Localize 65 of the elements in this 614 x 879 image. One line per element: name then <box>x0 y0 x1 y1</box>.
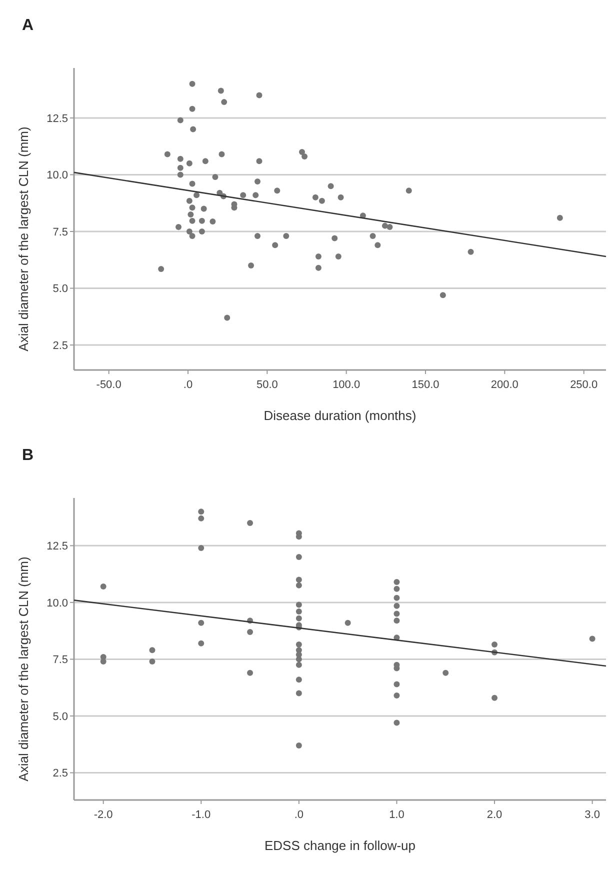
point <box>492 694 498 701</box>
point <box>589 636 596 642</box>
point <box>394 610 400 617</box>
point <box>247 628 254 635</box>
y-tick-label: 12.5 <box>46 112 68 125</box>
point <box>296 641 302 648</box>
point <box>394 618 400 624</box>
point <box>344 620 351 626</box>
x-axis-title: EDSS change in follow-up <box>264 838 416 853</box>
point <box>296 615 302 622</box>
point <box>394 579 400 586</box>
point <box>296 662 302 668</box>
point <box>247 670 254 676</box>
point <box>198 508 204 515</box>
x-tick-label: 200.0 <box>490 379 518 391</box>
point <box>100 584 106 590</box>
point <box>394 586 400 592</box>
point <box>198 640 204 646</box>
x-tick-label: .0 <box>294 809 304 821</box>
point <box>296 676 302 683</box>
x-tick-label: 150.0 <box>412 379 440 391</box>
y-tick-label: 7.5 <box>52 654 68 666</box>
point <box>198 544 204 551</box>
point <box>394 720 400 726</box>
y-tick-label: 5.0 <box>52 710 68 723</box>
y-tick-label: 12.5 <box>46 540 68 553</box>
y-tick-label: 10.0 <box>46 597 68 610</box>
point <box>492 641 498 648</box>
y-axis-title: Axial diameter of the largest CLN (mm) <box>16 556 31 782</box>
point <box>296 742 302 749</box>
point <box>296 690 302 696</box>
point <box>198 515 204 522</box>
x-tick-label: -50.0 <box>96 379 122 391</box>
y-tick-label: 2.5 <box>52 768 68 780</box>
point <box>394 681 400 688</box>
x-tick-label: 1.0 <box>389 809 404 821</box>
point <box>247 520 254 526</box>
point <box>394 692 400 699</box>
y-tick-label: 2.5 <box>52 340 68 352</box>
x-tick-label: 50.0 <box>256 379 278 391</box>
point <box>296 582 302 588</box>
point <box>296 602 302 608</box>
y-tick-label: 5.0 <box>52 283 68 296</box>
x-tick-label: 3.0 <box>584 809 600 821</box>
x-axis-title: Disease duration (months) <box>264 408 416 423</box>
x-tick-label: 100.0 <box>332 379 360 391</box>
point <box>394 594 400 601</box>
x-tick-label: 2.0 <box>486 809 502 821</box>
y-tick-label: 10.0 <box>46 170 68 182</box>
x-tick-label: -1.0 <box>192 809 211 821</box>
chart-title: B <box>22 447 34 464</box>
point <box>394 602 400 609</box>
point <box>442 670 449 676</box>
x-tick-label: 250.0 <box>570 379 598 391</box>
x-tick-label: .0 <box>183 379 193 391</box>
point <box>296 554 302 560</box>
chart-title: A <box>22 17 34 34</box>
point <box>149 658 156 664</box>
point <box>296 608 302 615</box>
point <box>149 647 156 654</box>
point <box>296 576 302 583</box>
y-axis-title: Axial diameter of the largest CLN (mm) <box>16 126 31 352</box>
x-tick-label: -2.0 <box>94 809 113 821</box>
point <box>198 620 204 626</box>
y-tick-label: 7.5 <box>52 226 68 238</box>
